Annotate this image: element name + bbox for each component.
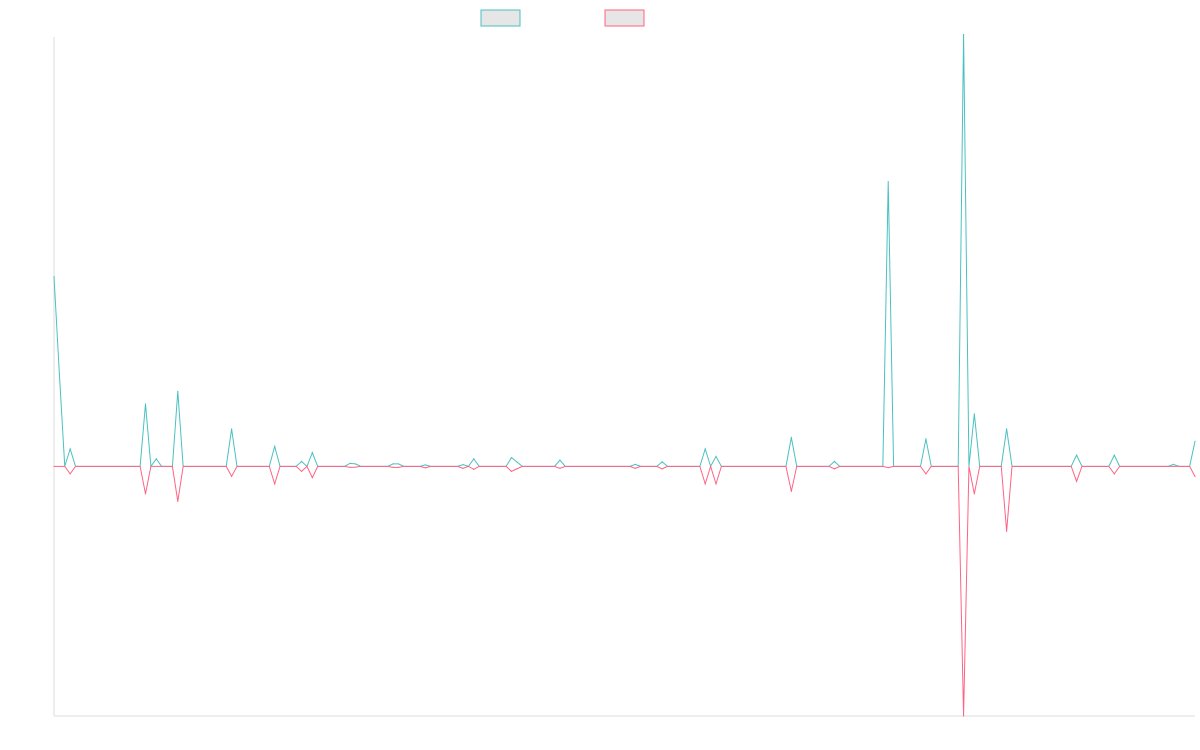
data-point-s2-17 xyxy=(516,468,518,470)
data-point-s1-19 xyxy=(516,461,518,463)
data-point-s2-2 xyxy=(69,473,71,475)
data-point-s1-10 xyxy=(311,452,313,454)
data-point-s2-3 xyxy=(144,493,147,495)
data-point-s1-3 xyxy=(69,448,71,450)
data-point-s1-35 xyxy=(1194,440,1196,443)
data-point-s1-33 xyxy=(1113,454,1115,456)
data-point-s1-26 xyxy=(833,460,836,462)
data-point-s1-8 xyxy=(274,445,276,447)
series-line-2 xyxy=(54,464,1196,717)
series-line-1 xyxy=(53,34,1196,468)
data-point-s1-16 xyxy=(462,464,464,466)
data-point-s2-32 xyxy=(1194,475,1196,477)
data-point-s1-32 xyxy=(1075,454,1078,456)
data-point-s1-6 xyxy=(177,390,179,393)
legend-swatch-2 xyxy=(604,9,645,27)
data-point-s2-24 xyxy=(833,468,836,470)
data-point-s1-31 xyxy=(1006,428,1008,430)
data-point-s1-5 xyxy=(155,458,157,460)
series-group xyxy=(53,33,1196,717)
data-point-s2-12 xyxy=(397,466,400,468)
data-point-s1-28 xyxy=(925,438,927,440)
legend-swatch-1 xyxy=(480,9,521,27)
data-point-s2-11 xyxy=(392,466,394,468)
data-point-s1-18 xyxy=(510,457,513,459)
data-point-s1-15 xyxy=(424,464,426,466)
data-point-s2-27 xyxy=(962,715,965,717)
data-point-s1-29 xyxy=(962,33,965,36)
data-point-s2-31 xyxy=(1113,473,1115,475)
data-point-s2-9 xyxy=(349,466,351,468)
data-point-s1-30 xyxy=(973,413,975,415)
data-point-s2-21 xyxy=(704,483,706,485)
data-point-s2-4 xyxy=(177,500,179,502)
data-point-s1-34 xyxy=(1172,463,1175,465)
data-point-s2-15 xyxy=(473,468,475,470)
data-point-s1-14 xyxy=(397,463,400,465)
data-point-s2-8 xyxy=(311,477,313,479)
data-point-s2-1 xyxy=(53,465,55,467)
data-point-s2-16 xyxy=(510,470,513,472)
data-point-s2-22 xyxy=(715,483,717,485)
data-point-s2-30 xyxy=(1075,480,1078,482)
data-point-s2-5 xyxy=(231,475,233,477)
data-point-s2-23 xyxy=(790,490,792,492)
legend xyxy=(480,9,645,27)
data-point-s2-10 xyxy=(354,466,356,468)
data-point-s2-19 xyxy=(634,467,636,469)
data-point-s1-21 xyxy=(634,463,636,465)
data-point-s2-13 xyxy=(424,467,426,469)
data-point-s2-26 xyxy=(925,473,927,475)
data-point-s1-12 xyxy=(354,463,356,465)
data-point-s2-14 xyxy=(462,467,464,469)
data-point-s1-1 xyxy=(53,276,55,278)
data-point-s2-7 xyxy=(300,470,303,472)
data-point-s1-24 xyxy=(715,455,717,457)
data-point-s1-4 xyxy=(144,403,147,405)
data-point-s2-18 xyxy=(559,467,561,469)
data-point-s1-13 xyxy=(392,463,394,465)
data-point-s1-2 xyxy=(58,373,60,375)
data-point-s1-22 xyxy=(661,461,663,463)
data-point-s2-20 xyxy=(661,468,663,470)
data-point-s1-20 xyxy=(559,459,561,461)
data-point-s2-28 xyxy=(973,493,975,495)
data-point-s1-9 xyxy=(300,460,303,462)
data-point-s1-17 xyxy=(473,458,475,460)
data-point-s2-29 xyxy=(1006,530,1008,532)
data-point-s2-25 xyxy=(887,467,889,469)
data-point-s1-27 xyxy=(887,181,889,183)
axes xyxy=(53,37,1195,717)
data-point-s1-23 xyxy=(704,448,706,450)
data-point-s1-7 xyxy=(231,428,233,430)
data-point-s1-11 xyxy=(349,462,351,464)
data-point-s2-6 xyxy=(274,483,276,485)
data-point-s1-25 xyxy=(790,436,792,439)
